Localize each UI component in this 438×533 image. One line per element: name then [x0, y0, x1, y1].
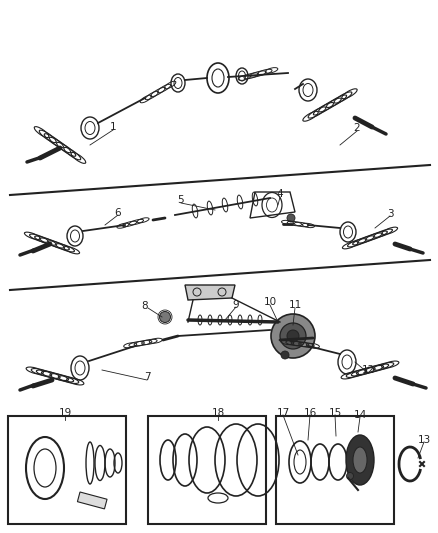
Text: 19: 19: [58, 408, 72, 418]
Text: 12: 12: [361, 365, 374, 375]
Text: 1: 1: [110, 122, 117, 132]
Text: 8: 8: [141, 301, 148, 311]
Circle shape: [271, 314, 315, 358]
Text: 7: 7: [144, 372, 150, 382]
Text: 6: 6: [115, 208, 121, 218]
Ellipse shape: [353, 447, 367, 473]
Text: 13: 13: [417, 435, 431, 445]
Text: 11: 11: [288, 300, 302, 310]
Circle shape: [281, 351, 289, 359]
Text: 2: 2: [354, 123, 360, 133]
Bar: [78, 492, 107, 509]
Circle shape: [287, 214, 295, 222]
Text: 4: 4: [277, 189, 283, 199]
Text: 3: 3: [387, 209, 393, 219]
Text: 9: 9: [233, 300, 239, 310]
Bar: [276, 416, 394, 524]
Circle shape: [159, 311, 170, 322]
Text: 18: 18: [212, 408, 225, 418]
Text: 17: 17: [276, 408, 290, 418]
Text: 16: 16: [304, 408, 317, 418]
Circle shape: [346, 472, 353, 480]
Text: 10: 10: [263, 297, 276, 307]
Circle shape: [287, 330, 299, 342]
Polygon shape: [185, 285, 235, 300]
Bar: [8, 416, 126, 524]
Bar: [148, 416, 266, 524]
Circle shape: [280, 323, 306, 349]
Ellipse shape: [346, 435, 374, 485]
Text: 14: 14: [353, 410, 367, 420]
Text: 5: 5: [178, 195, 184, 205]
Text: 15: 15: [328, 408, 342, 418]
